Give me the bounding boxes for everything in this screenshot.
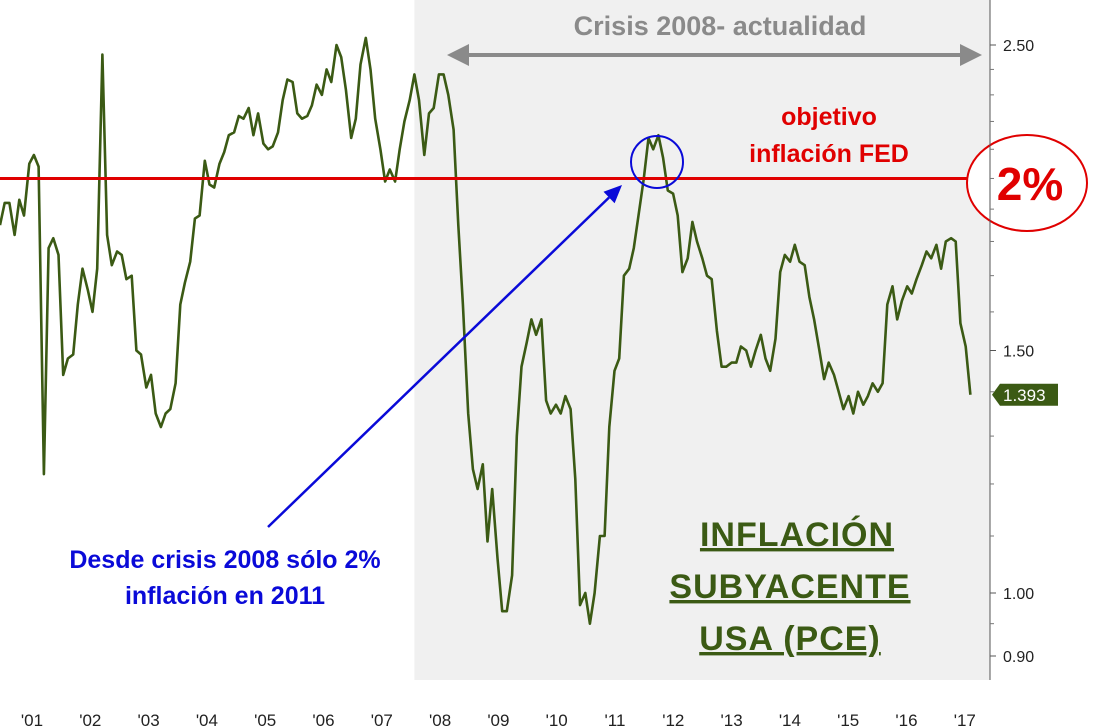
callout-line1: Desde crisis 2008 sólo 2% — [69, 546, 380, 574]
fed-label-line2: inflación FED — [749, 140, 909, 168]
callout-arrow — [267, 185, 622, 528]
title-line3: USA (PCE) — [699, 620, 881, 658]
x-tick-label: '12 — [662, 711, 684, 728]
title-line2: SUBYACENTE — [669, 568, 910, 606]
x-tick-label: '04 — [196, 711, 218, 728]
target-badge-text: 2% — [997, 158, 1063, 210]
x-tick-label: '11 — [605, 711, 626, 728]
last-value-label: 1.393 — [1003, 386, 1046, 405]
y-tick-label: 1.50 — [1003, 344, 1034, 361]
callout-arrow-shaft — [267, 196, 610, 528]
y-axis: 2.50 1.50 1.00 0.90 — [990, 38, 1034, 666]
x-tick-label: '10 — [546, 711, 568, 728]
crisis-label: Crisis 2008- actualidad — [574, 11, 867, 41]
x-tick-label: '01 — [21, 711, 43, 728]
x-tick-label: '03 — [138, 711, 160, 728]
target-badge-ellipse — [966, 134, 1088, 232]
last-value-tag: 1.393 — [992, 383, 1058, 406]
peak-2011-circle — [630, 135, 684, 189]
crisis-period-arrow — [447, 44, 982, 66]
series-line-0 — [0, 36, 972, 625]
title-line1: INFLACIÓN — [700, 516, 894, 554]
x-tick-label: '08 — [429, 711, 451, 728]
x-tick-label: '15 — [837, 711, 859, 728]
x-tick-label: '07 — [371, 711, 393, 728]
x-tick-label: '05 — [254, 711, 276, 728]
callout-line2: inflación en 2011 — [125, 582, 325, 610]
x-tick-label: '09 — [487, 711, 509, 728]
last-value-badge — [992, 383, 1058, 406]
x-tick-label: '06 — [312, 711, 334, 728]
y-tick-label: 0.90 — [1003, 649, 1034, 666]
x-tick-label: '16 — [895, 711, 917, 728]
y-tick-label: 2.50 — [1003, 38, 1034, 55]
crisis-shaded-region — [414, 0, 990, 680]
x-axis: '01 '02 '03 '04 '05 '06 '07 '08 '09 '10 '11 '12 '13 '… — [21, 711, 976, 728]
x-tick-label: '14 — [779, 711, 801, 728]
x-tick-label: '17 — [954, 711, 976, 728]
series-layer — [0, 36, 972, 625]
x-tick-label: '13 — [721, 711, 743, 728]
crisis-arrow-head-left — [447, 44, 469, 66]
x-tick-label: '02 — [79, 711, 101, 728]
crisis-arrow-head-right — [960, 44, 982, 66]
y-tick-label: 1.00 — [1003, 586, 1034, 603]
callout-arrow-head — [603, 185, 622, 204]
fed-label-line1: objetivo — [781, 103, 877, 131]
